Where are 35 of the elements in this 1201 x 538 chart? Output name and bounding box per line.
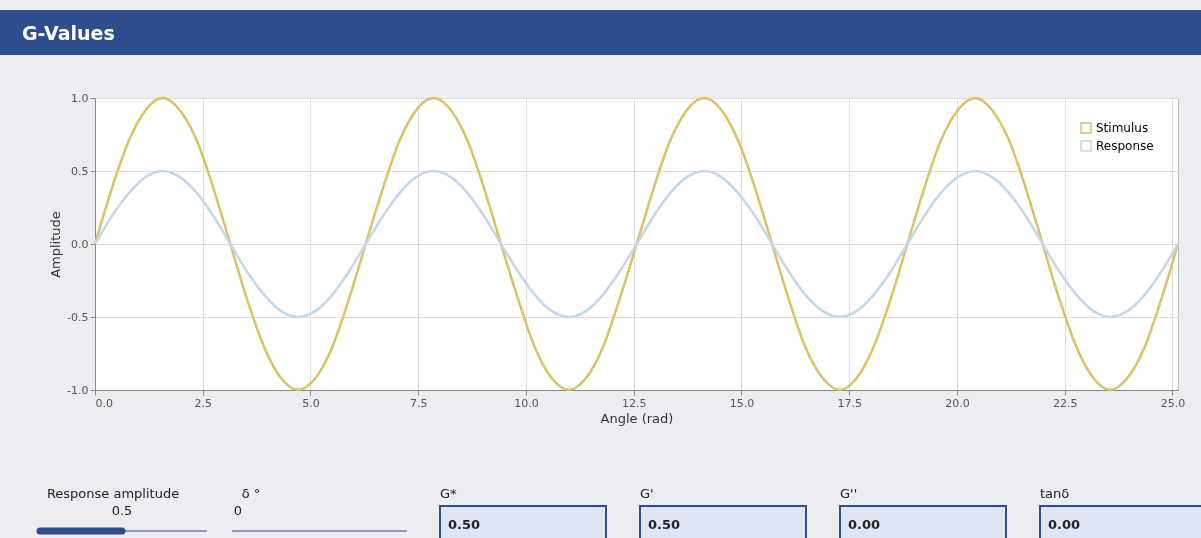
legend-label: Stimulus [1096, 121, 1149, 135]
chart-title: G-Values [22, 22, 115, 44]
text: Response amplitude [46, 486, 180, 501]
y-tick-label: 0.0 [71, 237, 89, 251]
text: G'' [840, 486, 858, 501]
text: 0.00 [848, 517, 881, 532]
text: δ ° [241, 486, 261, 501]
text: G* [440, 486, 458, 501]
x-tick-label: 0.0 [95, 396, 113, 410]
y-tick-label: 1.0 [71, 91, 89, 105]
x-tick-label: 25.0 [1160, 396, 1186, 410]
y-tick-label: 0.5 [71, 164, 89, 178]
x-tick-label: 5.0 [302, 396, 320, 410]
y-tick-label: -0.5 [67, 310, 89, 324]
x-tick-label: 22.5 [1052, 396, 1078, 410]
x-axis-title: Angle (rad) [600, 410, 674, 426]
x-tick-label: 12.5 [621, 396, 647, 410]
x-tick-label: 10.0 [514, 396, 539, 410]
line-series [93, 96, 1180, 392]
x-tick-label: 2.5 [194, 396, 212, 410]
text: 0 [233, 503, 243, 518]
text: 0.5 [111, 503, 133, 518]
line-series [93, 169, 1180, 319]
text: 0.00 [1048, 517, 1081, 532]
x-tick-label: 7.5 [409, 396, 428, 410]
text: G' [640, 486, 654, 501]
text: 0.50 [448, 517, 481, 532]
x-tick-label: 20.0 [945, 396, 970, 410]
x-tick-label: 17.5 [837, 396, 862, 410]
y-axis-title: Amplitude [48, 211, 64, 278]
text: tanδ [1040, 486, 1070, 501]
legend-label: Response [1096, 139, 1154, 153]
y-tick-label: -1.0 [67, 383, 89, 397]
x-tick-label: 15.0 [729, 396, 755, 410]
text: 0.50 [648, 517, 681, 532]
